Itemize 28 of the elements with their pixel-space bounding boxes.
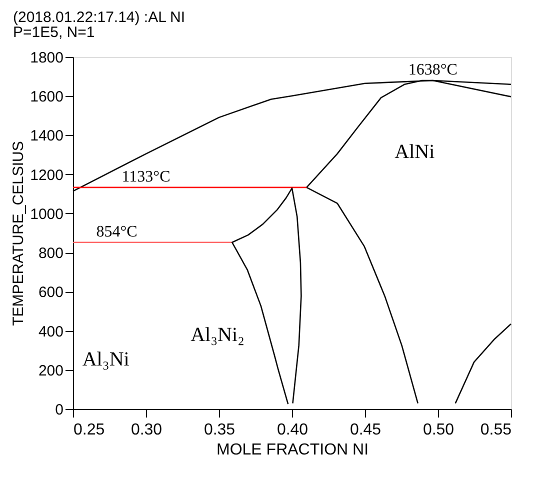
- x-tick-label: 0.25: [74, 422, 105, 438]
- annotation: 1638°C: [408, 61, 458, 78]
- y-axis-title: TEMPERATURE_CELSIUS: [10, 141, 28, 326]
- y-tick-label: 0: [55, 402, 64, 418]
- y-tick-label: 1800: [30, 50, 64, 66]
- y-tick-label: 600: [38, 284, 64, 302]
- annotation: AlNi: [394, 141, 436, 164]
- y-tick-label: 200: [38, 362, 64, 380]
- x-tick-label: 0.45: [350, 422, 382, 438]
- x-tick-label: 0.40: [276, 422, 308, 438]
- chart-subtitle: P=1E5, N=1: [13, 24, 95, 41]
- y-tick-label: 1200: [30, 166, 64, 184]
- y-tick-label: 800: [38, 245, 64, 262]
- annotation: Al₃Ni: [82, 348, 130, 371]
- line-series: [454, 323, 512, 404]
- y-tick-label: 1400: [30, 128, 64, 145]
- y-tick-label: 1000: [30, 206, 64, 223]
- x-tick-label: 0.30: [130, 422, 162, 438]
- y-tick-label: 1600: [30, 88, 64, 106]
- chart-title: (2018.01.22:17.14) :AL NI: [13, 9, 186, 26]
- annotation: 854°C: [96, 223, 138, 240]
- x-tick-label: 0.50: [422, 422, 454, 438]
- x-tick-label: 0.55: [480, 422, 512, 438]
- y-tick-label: 400: [38, 323, 64, 340]
- x-tick-label: 0.35: [204, 422, 236, 438]
- x-axis-title: MOLE FRACTION NI: [216, 442, 369, 458]
- annotation: 1133°C: [122, 168, 170, 186]
- annotation: Al₃Ni₂: [190, 324, 245, 346]
